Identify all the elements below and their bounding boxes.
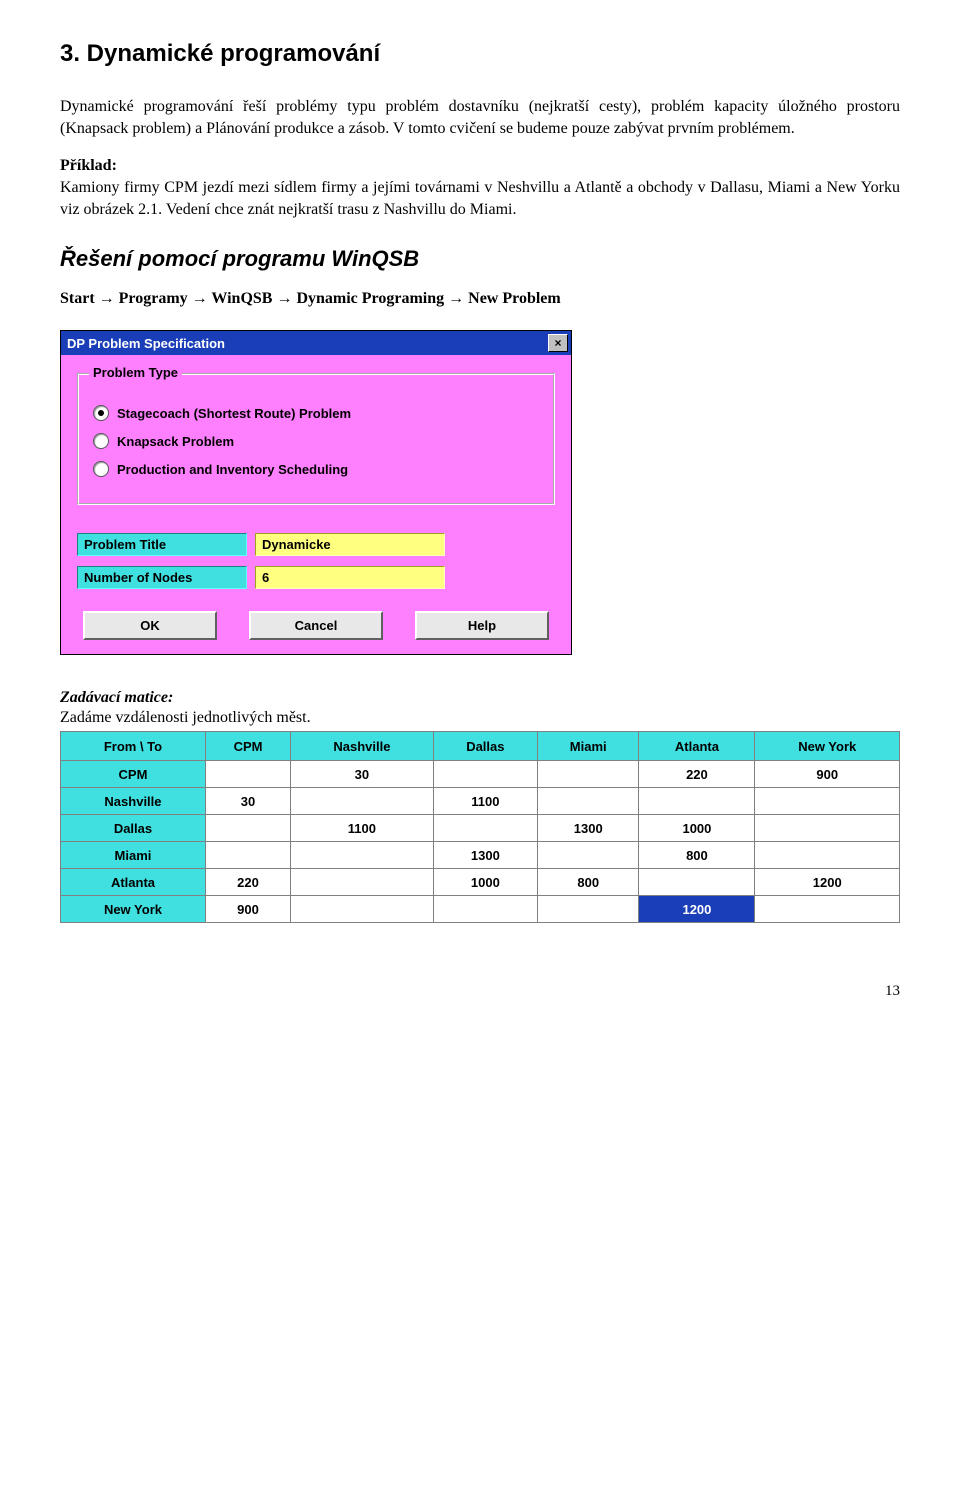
table-cell[interactable] (755, 815, 900, 842)
table-cell[interactable] (639, 869, 755, 896)
matrix-heading: Zadávací matice: (60, 689, 900, 707)
table-row: CPM 30 220900 (61, 761, 900, 788)
table-cell[interactable]: 1100 (433, 788, 537, 815)
solution-heading: Řešení pomocí programu WinQSB (60, 246, 900, 272)
radio-icon[interactable] (93, 433, 109, 449)
table-cell[interactable]: 800 (639, 842, 755, 869)
ok-button[interactable]: OK (83, 611, 217, 640)
field-row: Number of Nodes 6 (77, 566, 555, 589)
column-header: CPM (205, 732, 290, 761)
table-cell[interactable] (291, 842, 434, 869)
table-cell[interactable] (538, 896, 639, 923)
row-header: CPM (61, 761, 206, 788)
problem-type-groupbox: Problem Type Stagecoach (Shortest Route)… (77, 373, 555, 505)
radio-label: Production and Inventory Scheduling (117, 462, 348, 477)
field-input[interactable]: Dynamicke (255, 533, 445, 556)
table-cell[interactable]: 1300 (538, 815, 639, 842)
table-row: New York900 1200 (61, 896, 900, 923)
dp-problem-specification-dialog: DP Problem Specification × Problem Type … (60, 330, 572, 655)
row-header: Atlanta (61, 869, 206, 896)
example-label: Příklad: (60, 157, 900, 175)
table-row: Nashville30 1100 (61, 788, 900, 815)
radio-icon[interactable] (93, 461, 109, 477)
row-header: Miami (61, 842, 206, 869)
table-cell[interactable]: 1000 (639, 815, 755, 842)
column-header: New York (755, 732, 900, 761)
row-header: New York (61, 896, 206, 923)
table-cell[interactable] (755, 896, 900, 923)
table-cell[interactable] (538, 842, 639, 869)
page-number: 13 (60, 983, 900, 1000)
column-header: Nashville (291, 732, 434, 761)
column-header: Miami (538, 732, 639, 761)
dialog-body: Problem Type Stagecoach (Shortest Route)… (61, 355, 571, 654)
section-title: 3. Dynamické programování (60, 40, 900, 68)
distance-matrix-table: From \ ToCPMNashvilleDallasMiamiAtlantaN… (60, 731, 900, 923)
table-cell[interactable]: 1000 (433, 869, 537, 896)
table-cell[interactable]: 1200 (755, 869, 900, 896)
table-cell[interactable]: 900 (755, 761, 900, 788)
table-cell[interactable] (538, 788, 639, 815)
table-cell[interactable] (639, 788, 755, 815)
table-cell[interactable] (433, 761, 537, 788)
matrix-subtext: Zadáme vzdálenosti jednotlivých měst. (60, 709, 900, 727)
table-cell[interactable] (755, 788, 900, 815)
table-cell[interactable] (205, 815, 290, 842)
table-cell[interactable] (433, 815, 537, 842)
radio-icon[interactable] (93, 405, 109, 421)
table-cell[interactable]: 1100 (291, 815, 434, 842)
menu-path: Start → Programy → WinQSB → Dynamic Prog… (60, 290, 900, 308)
close-icon[interactable]: × (548, 334, 568, 352)
table-cell[interactable] (755, 842, 900, 869)
row-header: Nashville (61, 788, 206, 815)
table-cell[interactable] (291, 788, 434, 815)
table-cell[interactable]: 30 (205, 788, 290, 815)
table-cell[interactable] (291, 869, 434, 896)
field-label: Number of Nodes (77, 566, 247, 589)
radio-option[interactable]: Stagecoach (Shortest Route) Problem (93, 405, 539, 421)
dialog-button-row: OK Cancel Help (77, 611, 555, 640)
row-header: Dallas (61, 815, 206, 842)
dialog-title: DP Problem Specification (67, 336, 225, 351)
radio-label: Stagecoach (Shortest Route) Problem (117, 406, 351, 421)
table-cell[interactable]: 220 (639, 761, 755, 788)
table-cell[interactable]: 1300 (433, 842, 537, 869)
column-header: Atlanta (639, 732, 755, 761)
radio-option[interactable]: Production and Inventory Scheduling (93, 461, 539, 477)
table-cell[interactable] (291, 896, 434, 923)
table-row: Dallas 1100 13001000 (61, 815, 900, 842)
table-cell[interactable] (538, 761, 639, 788)
table-cell[interactable] (205, 842, 290, 869)
table-cell[interactable]: 220 (205, 869, 290, 896)
intro-paragraph: Dynamické programování řeší problémy typ… (60, 96, 900, 139)
radio-label: Knapsack Problem (117, 434, 234, 449)
table-corner: From \ To (61, 732, 206, 761)
table-row: Atlanta220 1000800 1200 (61, 869, 900, 896)
table-cell[interactable]: 900 (205, 896, 290, 923)
table-row: Miami 1300 800 (61, 842, 900, 869)
table-cell[interactable] (433, 896, 537, 923)
table-cell[interactable] (205, 761, 290, 788)
column-header: Dallas (433, 732, 537, 761)
example-text: Kamiony firmy CPM jezdí mezi sídlem firm… (60, 177, 900, 220)
table-cell[interactable]: 1200 (639, 896, 755, 923)
field-row: Problem Title Dynamicke (77, 533, 555, 556)
dialog-titlebar: DP Problem Specification × (61, 331, 571, 355)
field-label: Problem Title (77, 533, 247, 556)
help-button[interactable]: Help (415, 611, 549, 640)
table-cell[interactable]: 800 (538, 869, 639, 896)
cancel-button[interactable]: Cancel (249, 611, 383, 640)
radio-option[interactable]: Knapsack Problem (93, 433, 539, 449)
table-cell[interactable]: 30 (291, 761, 434, 788)
field-input[interactable]: 6 (255, 566, 445, 589)
groupbox-label: Problem Type (89, 365, 182, 380)
